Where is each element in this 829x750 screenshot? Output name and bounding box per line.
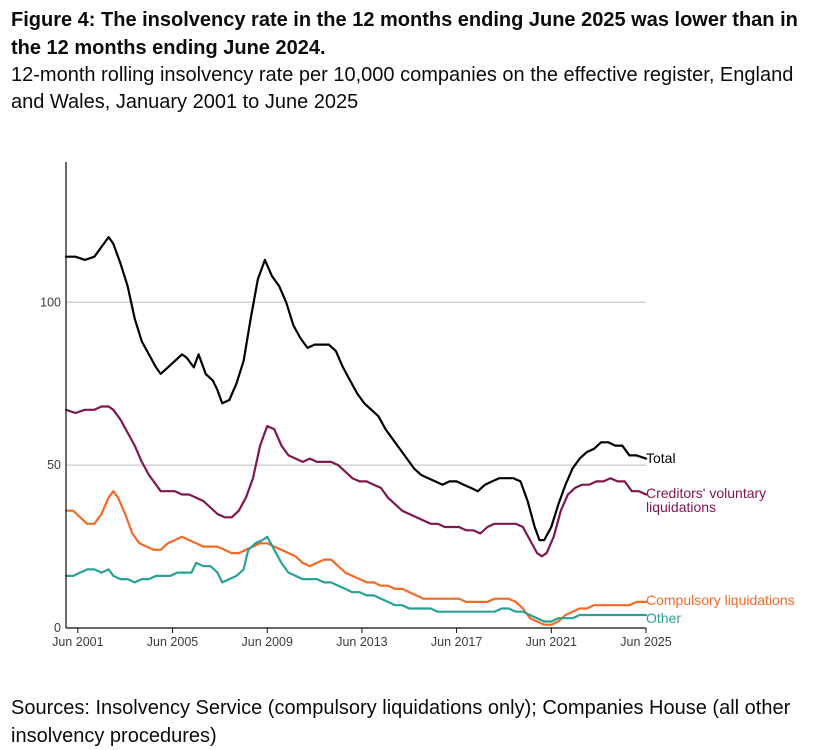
x-tick-label: Jun 2013 [336, 635, 387, 649]
series-label-line: Compulsory liquidations [646, 592, 795, 608]
y-tick-label: 100 [40, 295, 61, 309]
x-axis-ticks: Jun 2001 Jun 2005 Jun 2009 Jun 2013 Jun 2017… [52, 628, 672, 649]
y-axis-ticks: 0 50 100 [40, 295, 61, 635]
series-line-other [64, 535, 648, 623]
series-label-line: Creditors' voluntary [646, 485, 766, 501]
series-line-total [64, 236, 648, 542]
x-tick-label: Jun 2005 [147, 635, 198, 649]
y-tick-label: 0 [54, 621, 61, 635]
series-label-total: Total [646, 450, 676, 466]
y-tick-label: 50 [47, 458, 61, 472]
series-label-line: liquidations [646, 499, 716, 515]
series-lines [64, 236, 648, 626]
x-tick-label: Jun 2017 [431, 635, 482, 649]
series-label-creditors-voluntary-liquidations: Creditors' voluntary liquidations [646, 485, 766, 515]
series-line-creditors-voluntary-liquidations [64, 405, 648, 558]
x-tick-label: Jun 2021 [526, 635, 577, 649]
series-labels: Total Creditors' voluntary liquidations Com… [646, 450, 795, 626]
series-label-other: Other [646, 610, 681, 626]
gridlines [66, 301, 646, 466]
series-label-compulsory-liquidations: Compulsory liquidations [646, 592, 795, 608]
x-tick-label: Jun 2001 [52, 635, 103, 649]
series-label-line: Total [646, 450, 676, 466]
x-tick-label: Jun 2009 [242, 635, 293, 649]
chart-source: Sources: Insolvency Service (compulsory … [11, 697, 791, 747]
series-line-compulsory-liquidations [64, 490, 648, 626]
series-label-line: Other [646, 610, 681, 626]
chart-subtitle: 12-month rolling insolvency rate per 10,… [11, 64, 794, 113]
x-tick-label: Jun 2025 [620, 635, 671, 649]
chart-title: Figure 4: The insolvency rate in the 12 … [11, 9, 798, 59]
